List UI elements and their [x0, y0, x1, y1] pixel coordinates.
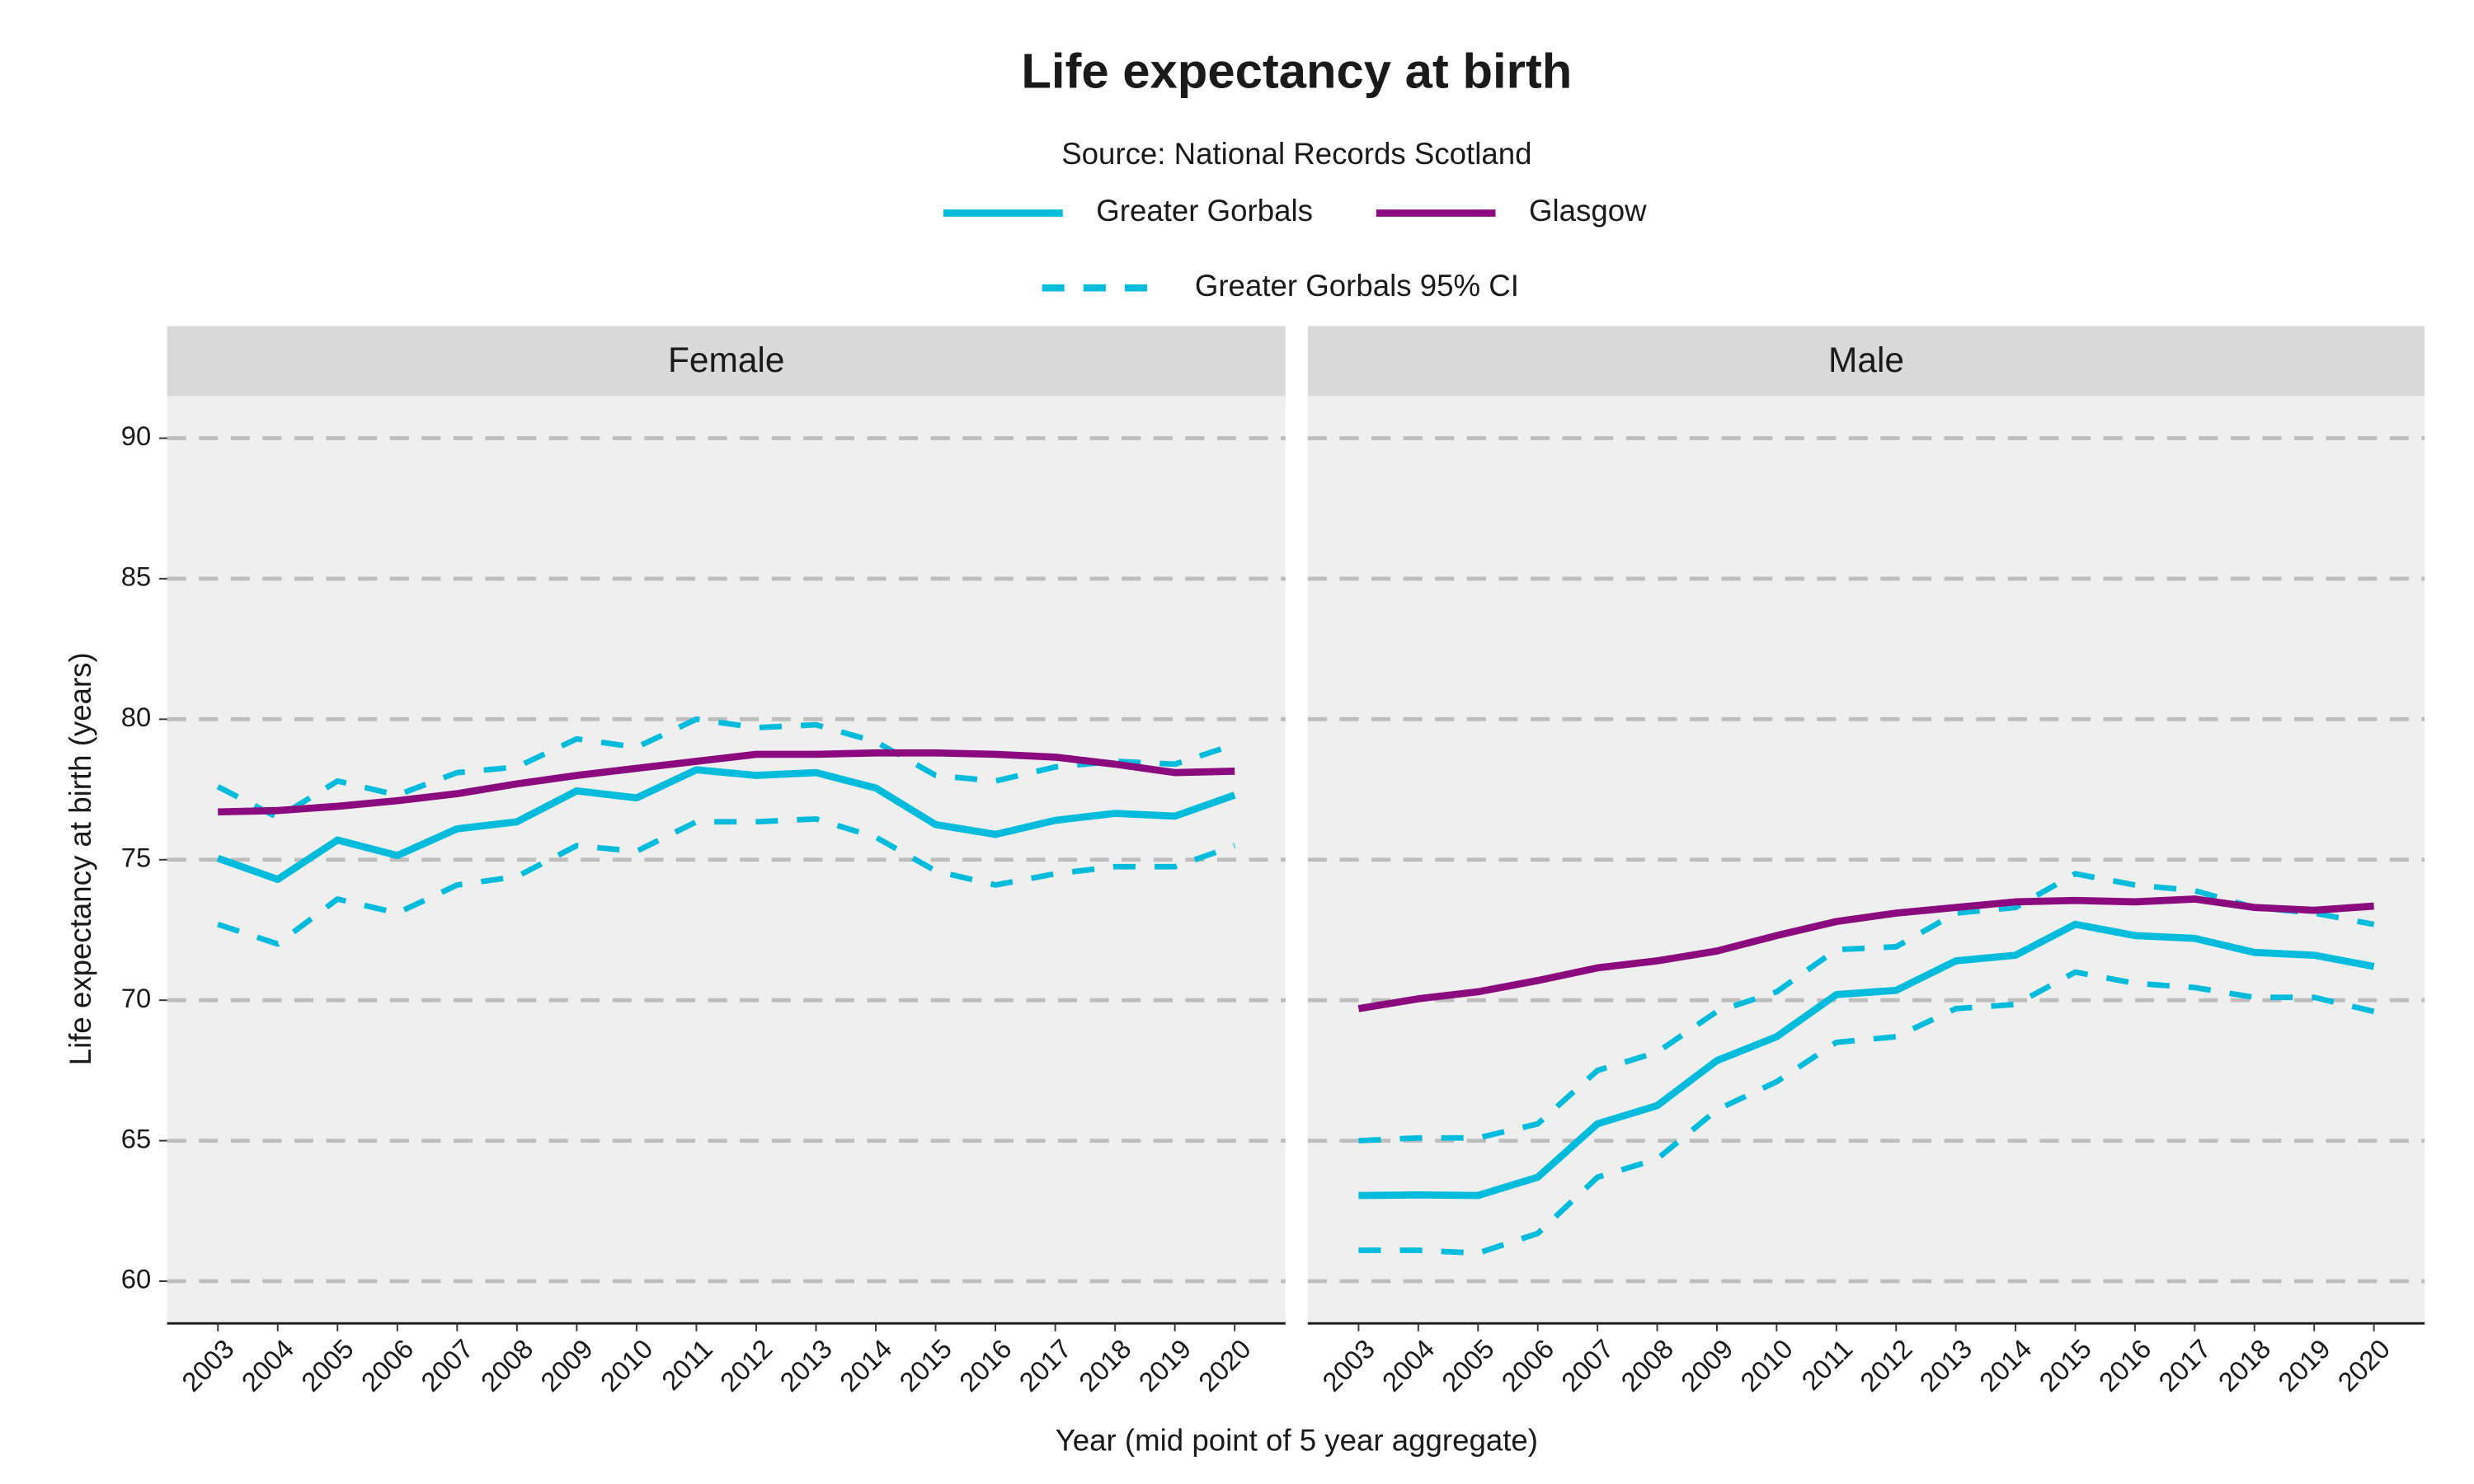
- facet-label: Male: [1828, 340, 1904, 379]
- chart-title: Life expectancy at birth: [1021, 43, 1572, 98]
- legend-label: Greater Gorbals: [1096, 194, 1313, 228]
- data-line: [1357, 895, 2374, 1012]
- data-line: [216, 716, 1236, 821]
- data-line: [218, 749, 1235, 816]
- x-axis-label: Year (mid point of 5 year aggregate): [1056, 1424, 1538, 1458]
- y-tick-label: 65: [121, 1123, 151, 1153]
- legend-label: Greater Gorbals 95% CI: [1195, 269, 1519, 303]
- facet-strip: [1307, 326, 2425, 397]
- legend-label: Glasgow: [1529, 194, 1647, 228]
- y-tick-label: 80: [121, 702, 151, 732]
- y-tick-label: 90: [121, 420, 151, 451]
- facet-strip: [167, 326, 1286, 397]
- facet-label: Female: [668, 340, 785, 379]
- y-tick-label: 60: [121, 1264, 151, 1294]
- data-line: [217, 815, 1236, 947]
- data-line: [216, 766, 1236, 883]
- data-line: [1358, 871, 2375, 1144]
- data-line: [1358, 969, 2375, 1256]
- y-tick-label: 85: [121, 561, 151, 592]
- data-line: [1358, 920, 2375, 1200]
- y-tick-label: 75: [121, 842, 151, 872]
- y-tick-label: 70: [121, 983, 151, 1013]
- chart-subtitle: Source: National Records Scotland: [1061, 137, 1531, 171]
- y-axis-label: Life expectancy at birth (years): [63, 652, 97, 1065]
